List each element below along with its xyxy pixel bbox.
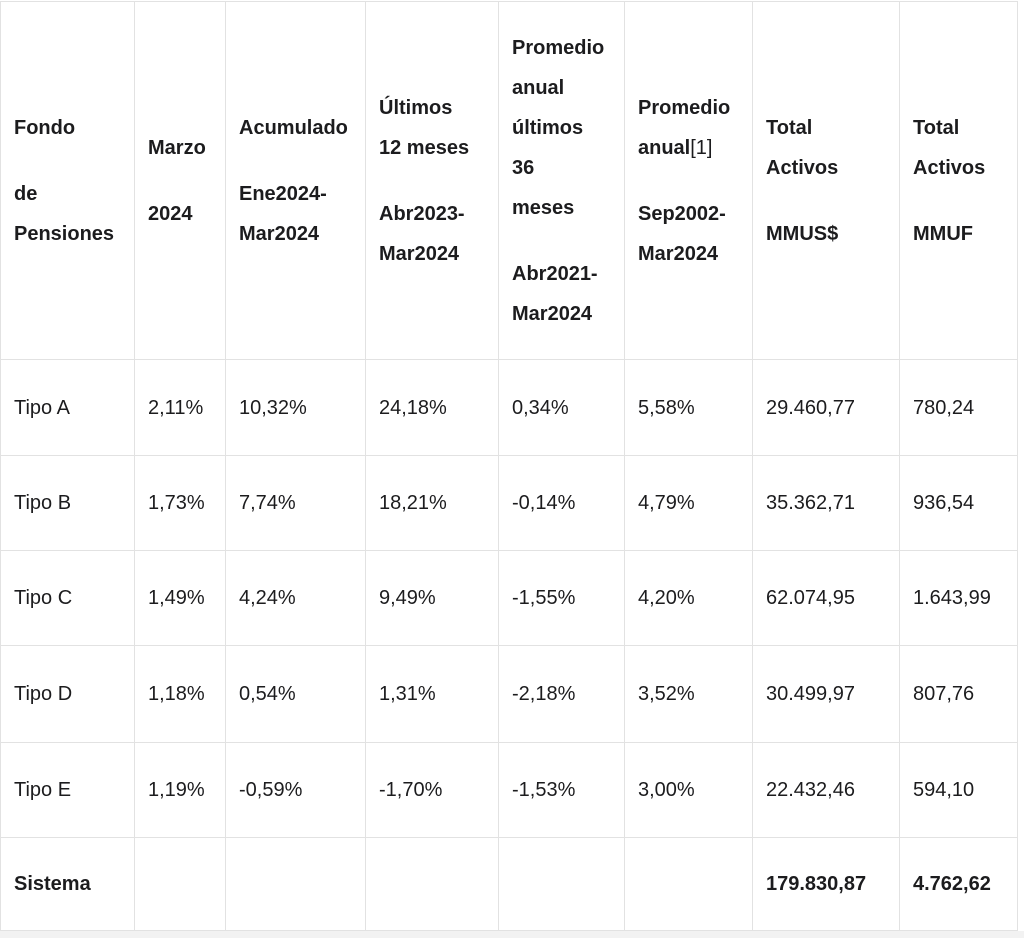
cell-total-mmuf: 1.643,99 bbox=[899, 550, 1018, 646]
cell-marzo bbox=[134, 837, 226, 931]
table-row-sistema-totals: Sistema 179.830,87 4.762,62 bbox=[0, 837, 1018, 931]
table-row-tipo-a: Tipo A 2,11% 10,32% 24,18% 0,34% 5,58% 2… bbox=[0, 359, 1018, 456]
cell-total-mmusd: 35.362,71 bbox=[752, 455, 900, 551]
cell-marzo: 1,18% bbox=[134, 645, 226, 743]
cell-fondo: Tipo E bbox=[0, 742, 135, 838]
header-title: Promedio anual últimos 36 meses bbox=[512, 36, 605, 219]
cell-promedio-36: 0,34% bbox=[498, 359, 625, 456]
column-header-fondo-de-pensiones: Fondo de Pensiones bbox=[0, 1, 135, 360]
cell-acumulado: 10,32% bbox=[225, 359, 366, 456]
cell-acumulado: 4,24% bbox=[225, 550, 366, 646]
cell-marzo: 2,11% bbox=[134, 359, 226, 456]
header-subtitle: Ene2024- Mar2024 bbox=[239, 182, 327, 245]
header-title: Promedio anual[1] bbox=[638, 88, 740, 168]
cell-promedio-historico: 5,58% bbox=[624, 359, 753, 456]
column-header-total-activos-mmuf: Total Activos MMUF bbox=[899, 1, 1018, 360]
table-header: Fondo de Pensiones Marzo 2024 Acumulado … bbox=[0, 1, 1018, 360]
cell-total-mmuf: 936,54 bbox=[899, 455, 1018, 551]
cell-acumulado: 7,74% bbox=[225, 455, 366, 551]
cell-fondo: Sistema bbox=[0, 837, 135, 931]
cell-total-mmusd: 30.499,97 bbox=[752, 645, 900, 743]
page-background-strip bbox=[0, 931, 1024, 938]
cell-ultimos-12: 9,49% bbox=[365, 550, 499, 646]
table-row-tipo-c: Tipo C 1,49% 4,24% 9,49% -1,55% 4,20% 62… bbox=[0, 550, 1018, 646]
cell-total-mmuf: 780,24 bbox=[899, 359, 1018, 456]
cell-marzo: 1,49% bbox=[134, 550, 226, 646]
header-subtitle: Abr2021- Mar2024 bbox=[512, 262, 598, 325]
cell-total-mmuf: 4.762,62 bbox=[899, 837, 1018, 931]
column-header-promedio-anual-36-meses: Promedio anual últimos 36 meses Abr2021-… bbox=[498, 1, 625, 360]
header-title-text: Promedio anual bbox=[638, 96, 731, 159]
header-title: Fondo bbox=[14, 116, 76, 139]
footnote-reference: [1] bbox=[690, 136, 713, 159]
cell-promedio-historico: 4,20% bbox=[624, 550, 753, 646]
column-header-acumulado: Acumulado Ene2024- Mar2024 bbox=[225, 1, 366, 360]
table-row-tipo-e: Tipo E 1,19% -0,59% -1,70% -1,53% 3,00% … bbox=[0, 742, 1018, 838]
cell-ultimos-12: 24,18% bbox=[365, 359, 499, 456]
cell-promedio-historico: 4,79% bbox=[624, 455, 753, 551]
cell-acumulado bbox=[225, 837, 366, 931]
cell-total-mmusd: 22.432,46 bbox=[752, 742, 900, 838]
cell-fondo: Tipo A bbox=[0, 359, 135, 456]
header-subtitle: de Pensiones bbox=[14, 182, 115, 245]
header-subtitle: MMUF bbox=[913, 222, 973, 245]
header-title: Últimos 12 meses bbox=[379, 96, 470, 159]
header-title: Total Activos bbox=[766, 116, 839, 179]
column-header-promedio-anual-historico: Promedio anual[1] Sep2002- Mar2024 bbox=[624, 1, 753, 360]
header-title: Acumulado bbox=[239, 116, 348, 139]
cell-ultimos-12: 1,31% bbox=[365, 645, 499, 743]
table-body: Tipo A 2,11% 10,32% 24,18% 0,34% 5,58% 2… bbox=[0, 359, 1018, 931]
cell-fondo: Tipo B bbox=[0, 455, 135, 551]
header-row: Fondo de Pensiones Marzo 2024 Acumulado … bbox=[0, 1, 1018, 360]
cell-total-mmusd: 179.830,87 bbox=[752, 837, 900, 931]
cell-fondo: Tipo D bbox=[0, 645, 135, 743]
table-row-tipo-b: Tipo B 1,73% 7,74% 18,21% -0,14% 4,79% 3… bbox=[0, 455, 1018, 551]
header-subtitle: Abr2023- Mar2024 bbox=[379, 202, 465, 265]
cell-promedio-36: -1,55% bbox=[498, 550, 625, 646]
cell-total-mmuf: 594,10 bbox=[899, 742, 1018, 838]
cell-ultimos-12: -1,70% bbox=[365, 742, 499, 838]
cell-acumulado: -0,59% bbox=[225, 742, 366, 838]
header-title: Marzo bbox=[148, 136, 206, 159]
header-title: Total Activos bbox=[913, 116, 986, 179]
cell-promedio-historico: 3,00% bbox=[624, 742, 753, 838]
cell-promedio-36: -1,53% bbox=[498, 742, 625, 838]
cell-promedio-historico bbox=[624, 837, 753, 931]
cell-total-mmusd: 29.460,77 bbox=[752, 359, 900, 456]
cell-total-mmusd: 62.074,95 bbox=[752, 550, 900, 646]
header-subtitle: 2024 bbox=[148, 202, 193, 225]
table-row-tipo-d: Tipo D 1,18% 0,54% 1,31% -2,18% 3,52% 30… bbox=[0, 645, 1018, 743]
column-header-total-activos-mmusd: Total Activos MMUS$ bbox=[752, 1, 900, 360]
cell-promedio-36: -2,18% bbox=[498, 645, 625, 743]
cell-ultimos-12 bbox=[365, 837, 499, 931]
header-subtitle: Sep2002- Mar2024 bbox=[638, 202, 726, 265]
column-header-ultimos-12-meses: Últimos 12 meses Abr2023- Mar2024 bbox=[365, 1, 499, 360]
cell-ultimos-12: 18,21% bbox=[365, 455, 499, 551]
cell-marzo: 1,73% bbox=[134, 455, 226, 551]
header-subtitle: MMUS$ bbox=[766, 222, 839, 245]
cell-marzo: 1,19% bbox=[134, 742, 226, 838]
cell-promedio-36: -0,14% bbox=[498, 455, 625, 551]
cell-fondo: Tipo C bbox=[0, 550, 135, 646]
cell-promedio-36 bbox=[498, 837, 625, 931]
column-header-marzo-2024: Marzo 2024 bbox=[134, 1, 226, 360]
cell-promedio-historico: 3,52% bbox=[624, 645, 753, 743]
cell-total-mmuf: 807,76 bbox=[899, 645, 1018, 743]
cell-acumulado: 0,54% bbox=[225, 645, 366, 743]
